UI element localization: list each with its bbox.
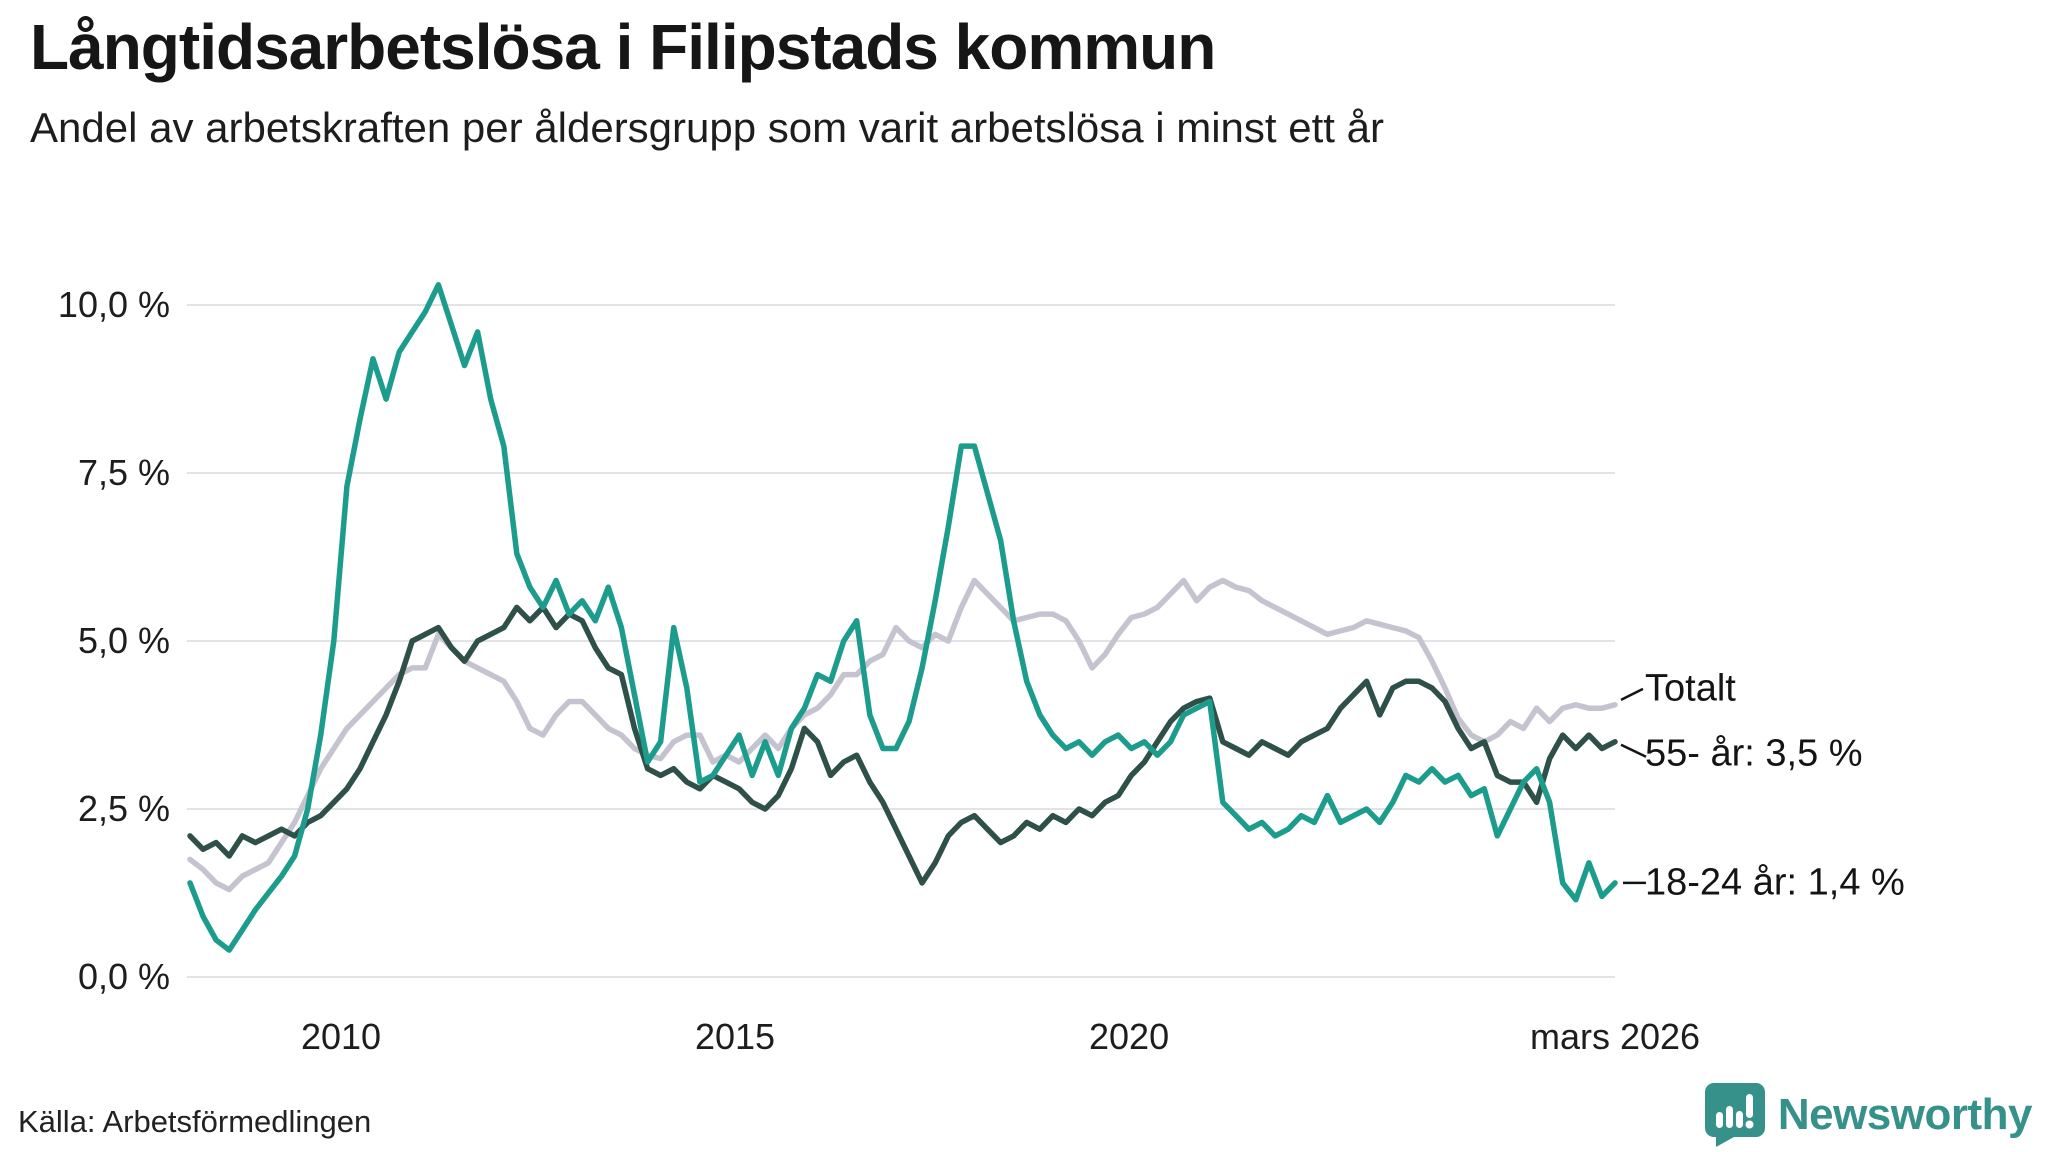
annotation-connector [1620, 743, 1647, 758]
x-tick-label: 2010 [300, 1016, 382, 1057]
series-line-Totalt [187, 577, 1618, 893]
source-note: Källa: Arbetsförmedlingen [18, 1104, 372, 1139]
series-line-55-r [187, 604, 1618, 886]
annotation-connector [1620, 687, 1644, 701]
newsworthy-logo-icon [1704, 1083, 1765, 1147]
series-line-18-24r [187, 282, 1618, 953]
page-title: Långtidsarbetslösa i Filipstads kommun [30, 11, 1216, 83]
y-tick-label: 0,0 % [77, 956, 170, 997]
x-tick-label: mars 2026 [1529, 1016, 1701, 1057]
y-tick-label: 7,5 % [77, 452, 170, 493]
y-tick-label: 5,0 % [77, 620, 170, 661]
x-tick-label: 2015 [694, 1016, 776, 1057]
page-subtitle: Andel av arbetskraften per åldersgrupp s… [30, 104, 1384, 151]
y-tick-label: 2,5 % [77, 788, 170, 829]
y-tick-label: 10,0 % [57, 284, 170, 325]
series-annotation-Totalt: Totalt [1645, 667, 1736, 710]
x-tick-label: 2020 [1089, 1016, 1170, 1057]
series-annotation-55-r: 55- år: 3,5 % [1645, 732, 1863, 775]
newsworthy-logo: Newsworthy [1704, 1082, 2033, 1148]
newsworthy-logo-text: Newsworthy [1777, 1090, 2033, 1139]
series-annotation-18-24r: 18-24 år: 1,4 % [1645, 861, 1905, 904]
